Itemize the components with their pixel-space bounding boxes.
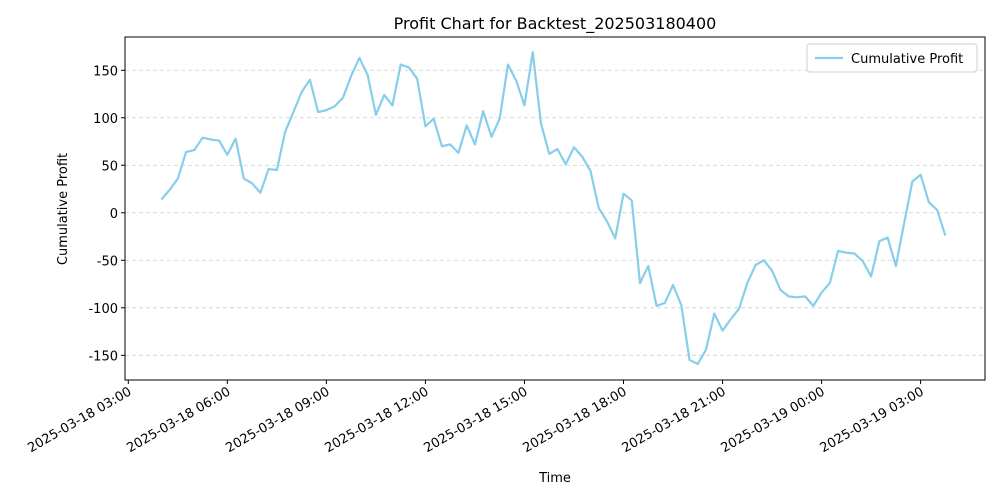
legend: Cumulative Profit (806, 43, 978, 73)
y-axis-label: Cumulative Profit (56, 153, 71, 265)
x-tick-label: 2025-03-18 15:00 (422, 384, 531, 456)
line-series (160, 51, 947, 365)
x-tick-label: 2025-03-18 21:00 (620, 384, 729, 456)
y-tick-label: -150 (88, 349, 118, 364)
legend-label: Cumulative Profit (851, 52, 963, 67)
x-tick-label: 2025-03-18 03:00 (25, 384, 134, 456)
y-tick-label: -50 (97, 254, 118, 269)
x-tick-label: 2025-03-18 18:00 (521, 384, 630, 456)
chart-title: Profit Chart for Backtest_202503180400 (394, 14, 717, 34)
x-tick-label: 2025-03-18 09:00 (223, 384, 332, 456)
y-tick-label: 150 (93, 64, 118, 79)
x-tick-label: 2025-03-18 06:00 (124, 384, 233, 456)
x-tick-label: 2025-03-19 03:00 (818, 384, 927, 456)
y-tick-label: 100 (93, 112, 118, 127)
y-tick-label: 0 (110, 207, 118, 222)
x-tick-label: 2025-03-18 12:00 (322, 384, 431, 456)
x-axis-label: Time (538, 471, 571, 486)
x-tick-label: 2025-03-19 00:00 (719, 384, 828, 456)
y-tick-label: -100 (88, 302, 118, 317)
y-tick-label: 50 (101, 159, 118, 174)
legend-box (806, 43, 978, 73)
plot-frame (124, 36, 986, 381)
